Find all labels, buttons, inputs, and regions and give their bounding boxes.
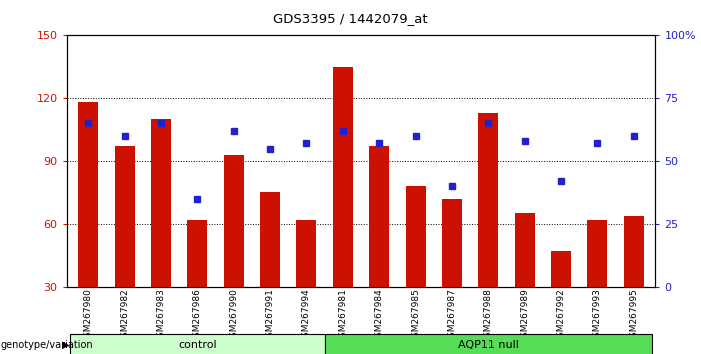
Bar (369, 147, 389, 287)
Bar (260, 193, 280, 287)
Bar (406, 186, 426, 287)
Text: AQP11 null: AQP11 null (458, 340, 519, 350)
Bar (624, 216, 644, 287)
Bar (333, 67, 353, 287)
Bar (224, 155, 244, 287)
Bar (551, 251, 571, 287)
Bar (151, 119, 171, 287)
Bar (70, 334, 325, 354)
Bar (115, 147, 135, 287)
Text: control: control (178, 340, 217, 350)
Bar (442, 199, 462, 287)
Bar (515, 213, 535, 287)
Bar (79, 102, 98, 287)
Text: GDS3395 / 1442079_at: GDS3395 / 1442079_at (273, 12, 428, 25)
Text: ▶: ▶ (62, 340, 69, 350)
Bar (297, 220, 316, 287)
Bar (478, 113, 498, 287)
Bar (325, 334, 652, 354)
Bar (187, 220, 207, 287)
Text: genotype/variation: genotype/variation (1, 340, 93, 350)
Bar (587, 220, 607, 287)
